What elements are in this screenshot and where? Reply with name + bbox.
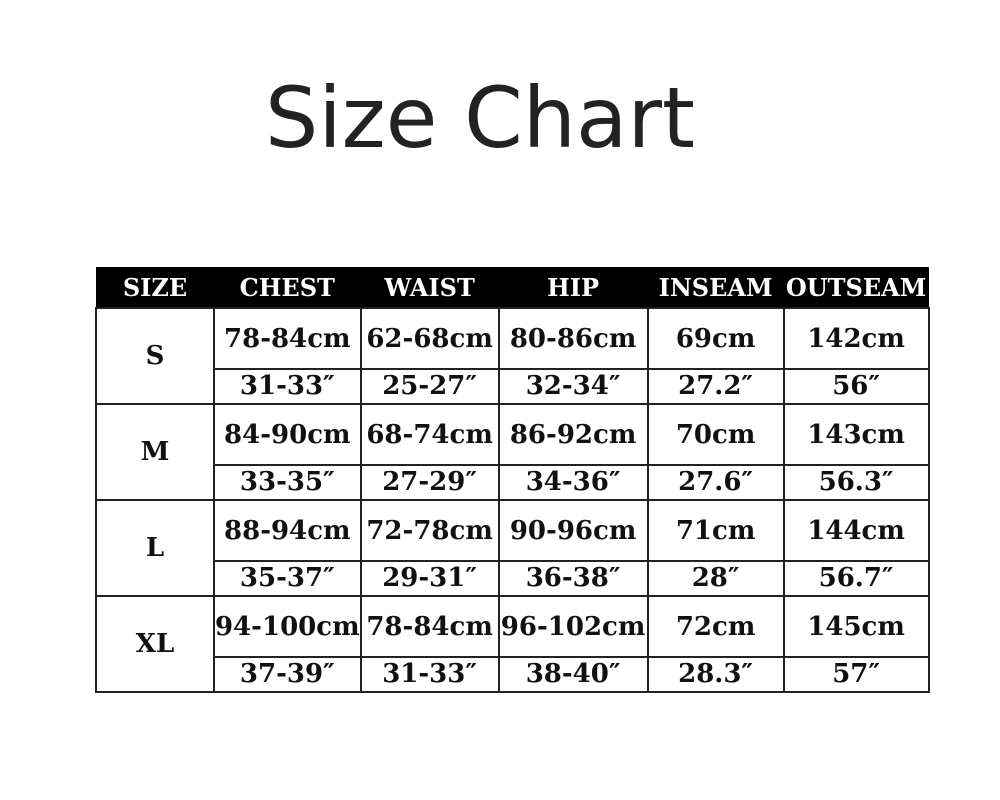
cell-cm: 144cm bbox=[782, 499, 930, 562]
cell-inch: 56.3″ bbox=[782, 464, 930, 501]
cell-inch: 31-33″ bbox=[359, 656, 500, 693]
cell-cm: 143cm bbox=[782, 403, 930, 466]
cell-cm: 142cm bbox=[782, 307, 930, 370]
cell-cm: 90-96cm bbox=[497, 499, 649, 562]
cell-cm: 94-100cm bbox=[213, 595, 362, 658]
cell-inch: 29-31″ bbox=[359, 560, 500, 597]
cell-inch: 25-27″ bbox=[359, 368, 500, 405]
cell-cm: 78-84cm bbox=[213, 307, 362, 370]
cell-cm: 62-68cm bbox=[359, 307, 500, 370]
cell-cm: 86-92cm bbox=[497, 403, 649, 466]
column-header-hip: HIP bbox=[498, 267, 648, 308]
column-header-chest: CHEST bbox=[214, 267, 361, 308]
cell-cm: 145cm bbox=[782, 595, 930, 658]
cell-cm: 69cm bbox=[646, 307, 785, 370]
table-row-inch: 33-35″ 27-29″ 34-36″ 27.6″ 56.3″ bbox=[96, 464, 930, 501]
cell-inch: 27.2″ bbox=[646, 368, 785, 405]
cell-cm: 78-84cm bbox=[359, 595, 500, 658]
table-row-cm: L 88-94cm 72-78cm 90-96cm 71cm 144cm bbox=[95, 499, 930, 597]
size-label: L bbox=[95, 499, 215, 597]
cell-inch: 31-33″ bbox=[213, 368, 362, 405]
column-header-waist: WAIST bbox=[360, 267, 499, 308]
table-row-cm: M 84-90cm 68-74cm 86-92cm 70cm 143cm bbox=[95, 403, 930, 501]
cell-inch: 37-39″ bbox=[213, 656, 362, 693]
cell-cm: 68-74cm bbox=[359, 403, 500, 466]
cell-cm: 71cm bbox=[646, 499, 785, 562]
size-label: M bbox=[95, 403, 215, 501]
size-table: SIZE CHEST WAIST HIP INSEAM OUTSEAM S 78-84cm 6… bbox=[95, 267, 930, 693]
cell-inch: 38-40″ bbox=[497, 656, 649, 693]
cell-inch: 57″ bbox=[782, 656, 930, 693]
cell-cm: 72-78cm bbox=[359, 499, 500, 562]
cell-cm: 84-90cm bbox=[213, 403, 362, 466]
table-row-cm: XL 94-100cm 78-84cm 96-102cm 72cm 145cm bbox=[95, 595, 930, 693]
cell-cm: 72cm bbox=[646, 595, 785, 658]
table-row-cm: S 78-84cm 62-68cm 80-86cm 69cm 142cm bbox=[95, 307, 930, 405]
column-header-size: SIZE bbox=[96, 267, 214, 308]
column-header-outseam: OUTSEAM bbox=[783, 267, 929, 308]
cell-inch: 27.6″ bbox=[646, 464, 785, 501]
cell-inch: 56.7″ bbox=[782, 560, 930, 597]
cell-inch: 28″ bbox=[646, 560, 785, 597]
cell-inch: 33-35″ bbox=[213, 464, 362, 501]
cell-inch: 34-36″ bbox=[497, 464, 649, 501]
cell-cm: 80-86cm bbox=[497, 307, 649, 370]
cell-cm: 70cm bbox=[646, 403, 785, 466]
cell-inch: 27-29″ bbox=[359, 464, 500, 501]
size-label: XL bbox=[95, 595, 215, 693]
page-title: Size Chart bbox=[265, 69, 695, 167]
column-header-inseam: INSEAM bbox=[647, 267, 784, 308]
header-row: SIZE CHEST WAIST HIP INSEAM OUTSEAM bbox=[96, 267, 929, 308]
table-row-inch: 35-37″ 29-31″ 36-38″ 28″ 56.7″ bbox=[96, 560, 930, 597]
size-label: S bbox=[95, 307, 215, 405]
cell-cm: 88-94cm bbox=[213, 499, 362, 562]
table-row-inch: 37-39″ 31-33″ 38-40″ 28.3″ 57″ bbox=[96, 656, 930, 693]
cell-cm: 96-102cm bbox=[497, 595, 649, 658]
cell-inch: 32-34″ bbox=[497, 368, 649, 405]
cell-inch: 28.3″ bbox=[646, 656, 785, 693]
cell-inch: 56″ bbox=[782, 368, 930, 405]
cell-inch: 36-38″ bbox=[497, 560, 649, 597]
cell-inch: 35-37″ bbox=[213, 560, 362, 597]
table-row-inch: 31-33″ 25-27″ 32-34″ 27.2″ 56″ bbox=[96, 368, 930, 405]
